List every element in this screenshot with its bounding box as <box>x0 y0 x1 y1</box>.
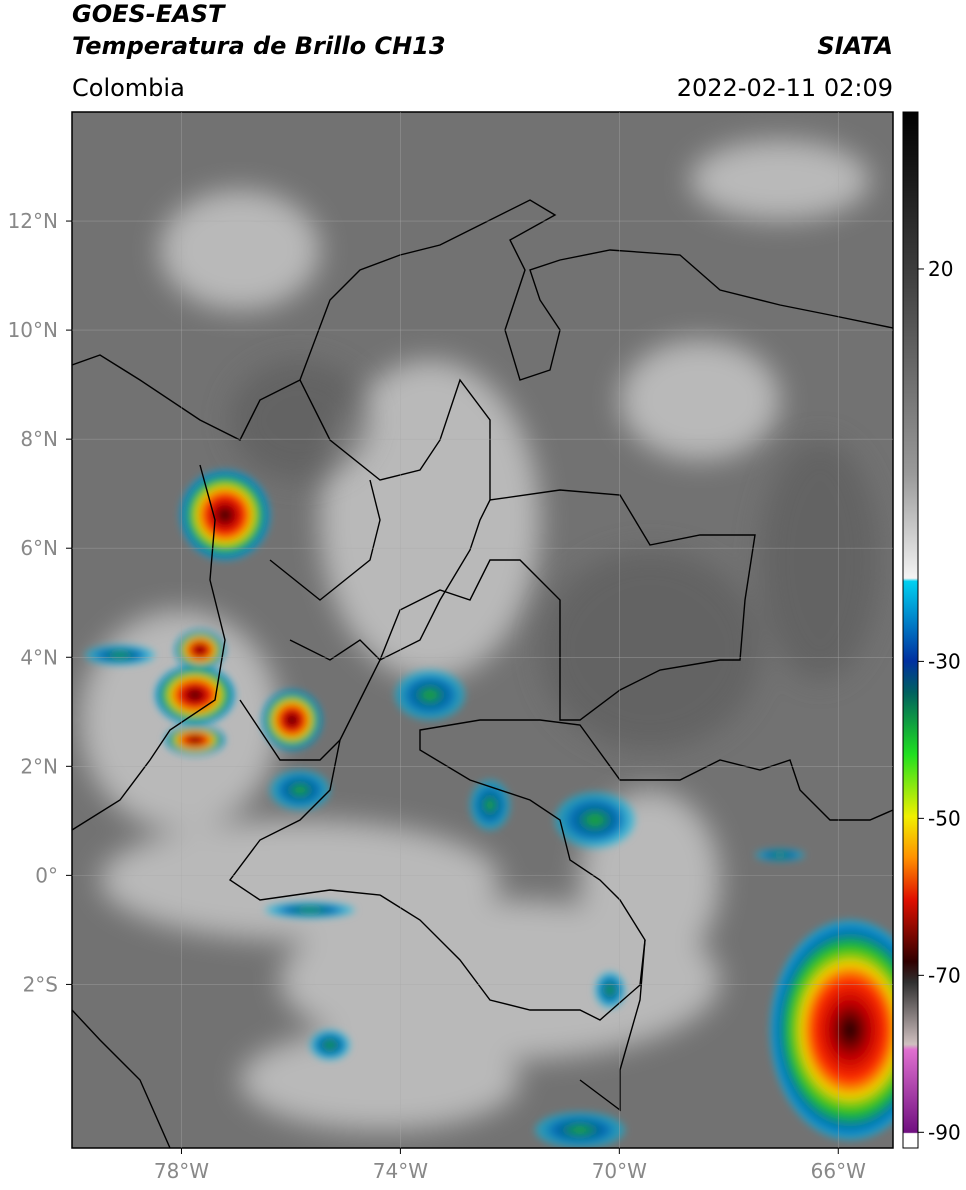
lon-tick-label: 66°W <box>811 1159 866 1183</box>
lat-tick-label: 8°N <box>20 427 58 451</box>
colorbar-tick-label: 20 <box>928 257 953 281</box>
lat-tick-label: 6°N <box>20 536 58 560</box>
lon-tick-label: 78°W <box>154 1159 209 1183</box>
map-frame <box>71 111 894 1149</box>
colorbar-tick-label: -30 <box>928 649 961 673</box>
title: GOES-EAST <box>72 0 226 28</box>
lat-tick-label: 4°N <box>20 645 58 669</box>
subtitle: Temperatura de Brillo CH13 <box>72 32 446 60</box>
lat-tick-label: 2°S <box>23 972 58 996</box>
lat-tick-label: 0° <box>35 863 58 887</box>
lon-tick-label: 74°W <box>373 1159 428 1183</box>
colorbar <box>902 111 919 1149</box>
lat-tick-label: 12°N <box>8 209 58 233</box>
colorbar-tick-label: -70 <box>928 963 961 987</box>
colorbar-tick-label: -50 <box>928 806 961 830</box>
lat-tick-label: 2°N <box>20 754 58 778</box>
region: Colombia <box>72 74 185 102</box>
lon-tick-label: 70°W <box>592 1159 647 1183</box>
datetime: 2022-02-11 02:09 <box>677 74 893 102</box>
colorbar-tick-label: -90 <box>928 1120 961 1144</box>
satellite-image <box>72 112 893 1148</box>
coastlines-borders <box>72 199 893 1148</box>
source: SIATA <box>817 32 893 60</box>
lat-tick-label: 10°N <box>8 318 58 342</box>
